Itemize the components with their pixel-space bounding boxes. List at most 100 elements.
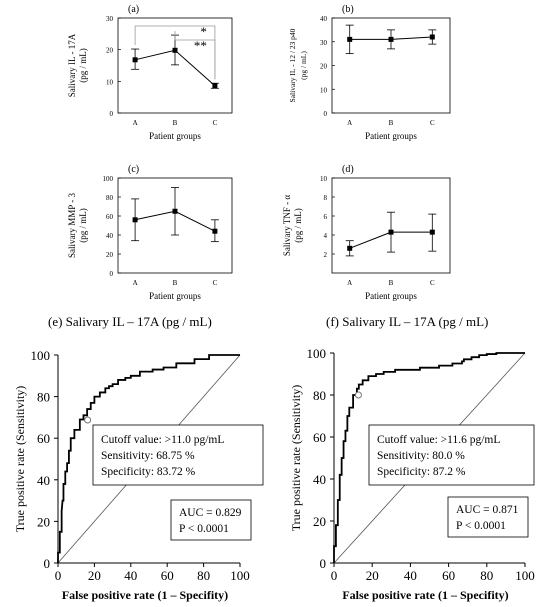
panel-a-ylabel-line: (pg / mL) bbox=[78, 48, 88, 83]
panel-a-xtick-label: A bbox=[133, 119, 138, 127]
roc-e-ylabel: True positive rate (Sensitivity) bbox=[13, 386, 27, 533]
panel-b-ytick-label: 40 bbox=[320, 15, 328, 23]
panel-b-ytick-label: 30 bbox=[320, 39, 328, 47]
roc-f-auc-text: AUC = 0.871 bbox=[456, 504, 519, 516]
panel-b-point bbox=[388, 36, 394, 42]
panel-b-ytick-label: 20 bbox=[320, 63, 328, 71]
roc-f-cutoff-point bbox=[354, 391, 362, 399]
panel-c-ytick-label: 40 bbox=[106, 232, 114, 240]
panel-d-point bbox=[347, 245, 353, 251]
panel-d-point bbox=[388, 229, 394, 235]
panel-a-xtick-label: B bbox=[173, 119, 178, 127]
roc-f-cutoff-box bbox=[368, 424, 535, 486]
panel-b-xlabel: Patient groups bbox=[365, 131, 417, 141]
roc-e-cutoff-point bbox=[84, 416, 92, 424]
panel-d-ylabel-line: (pg / mL) bbox=[293, 208, 303, 243]
panel-d-label: (d) bbox=[342, 164, 354, 175]
roc-f-ytick-label: 100 bbox=[307, 346, 327, 361]
roc-e-auc-text: AUC = 0.829 bbox=[179, 507, 242, 519]
panel-b-point bbox=[347, 36, 353, 42]
panel-d-ytick-label: 2 bbox=[324, 251, 328, 259]
panel-a-ytick-label: 30 bbox=[106, 15, 114, 23]
panel-b-ylabel-line: Salivary IL - 12 / 23 p40 bbox=[288, 28, 297, 102]
roc-e-xtick-label: 40 bbox=[124, 568, 137, 583]
panel-b-xtick-label: B bbox=[389, 119, 394, 127]
panel-c-ytick-label: 0 bbox=[110, 270, 114, 278]
panel-c-point bbox=[172, 208, 178, 214]
roc-f-xtick-label: 40 bbox=[404, 568, 417, 583]
panel-d-xlabel: Patient groups bbox=[365, 291, 417, 301]
panel-b-ytick-label: 10 bbox=[320, 86, 328, 94]
roc-f-ytick-label: 20 bbox=[313, 514, 326, 529]
panel-c-ytick-label: 80 bbox=[106, 194, 114, 202]
roc-e-cutoff-text: Sensitivity: 68.75 % bbox=[101, 450, 195, 462]
roc-e-title: (e) Salivary IL – 17A (pg / mL) bbox=[48, 314, 212, 329]
panel-d-ytick-label: 8 bbox=[324, 194, 328, 202]
panel-a-label: (a) bbox=[128, 4, 139, 15]
panel-c-ytick-label: 20 bbox=[106, 251, 114, 259]
roc-e-auc-box bbox=[170, 499, 252, 541]
panel-c-xlabel: Patient groups bbox=[149, 291, 201, 301]
panel-c-point bbox=[132, 217, 138, 223]
panel-d-ytick-label: 4 bbox=[324, 232, 328, 240]
roc-f-xtick-label: 100 bbox=[515, 568, 535, 583]
roc-f-auc-text: P < 0.0001 bbox=[456, 520, 506, 532]
panel-d-ylabel-line: Salivary TNF - α bbox=[282, 195, 292, 257]
panel-d-xtick-label: C bbox=[430, 279, 435, 287]
panel-a-point bbox=[172, 47, 178, 53]
panel-a-sig-label: ** bbox=[194, 38, 207, 53]
roc-e-xtick-label: 0 bbox=[55, 568, 62, 583]
panel-b-xtick-label: C bbox=[430, 119, 435, 127]
panel-a-point bbox=[212, 83, 218, 89]
panel-a-xtick-label: C bbox=[213, 119, 218, 127]
panel-c-ylabel-line: Salivary MMP - 3 bbox=[67, 193, 77, 258]
roc-f-xtick-label: 80 bbox=[480, 568, 493, 583]
panel-c-frame bbox=[117, 177, 233, 274]
panel-c-ytick-label: 60 bbox=[106, 213, 114, 221]
panel-a-ytick-label: 20 bbox=[106, 47, 114, 55]
roc-f-curve bbox=[333, 352, 525, 563]
roc-f-title: (f) Salivary IL – 17A (pg / mL) bbox=[326, 314, 489, 329]
panel-a-ytick-label: 10 bbox=[106, 78, 114, 86]
roc-f-ytick-label: 0 bbox=[320, 556, 327, 571]
panel-c-ytick-label: 100 bbox=[103, 175, 114, 183]
panel-c-ylabel-line: (pg / mL) bbox=[78, 208, 88, 243]
panel-b-point bbox=[429, 34, 435, 40]
panel-a-point bbox=[132, 57, 138, 63]
panel-a-ytick-label: 0 bbox=[110, 110, 114, 118]
roc-f-cutoff-text: Sensitivity: 80.0 % bbox=[377, 450, 465, 462]
roc-e-ytick-label: 40 bbox=[37, 473, 50, 488]
panel-b-xtick-label: A bbox=[347, 119, 352, 127]
roc-e-ytick-label: 20 bbox=[37, 514, 50, 529]
panel-a-sig-bracket bbox=[174, 31, 216, 80]
roc-e-cutoff-box bbox=[92, 424, 264, 486]
panel-d-point bbox=[429, 229, 435, 235]
panel-c-xtick-label: C bbox=[213, 279, 218, 287]
panel-a-sig-label: * bbox=[200, 24, 207, 39]
panel-c-xtick-label: B bbox=[173, 279, 178, 287]
roc-f-xlabel: False positive rate (1 – Specifity) bbox=[342, 588, 508, 602]
roc-e-xtick-label: 20 bbox=[88, 568, 101, 583]
roc-f-ytick-label: 40 bbox=[313, 472, 326, 487]
panel-d-xtick-label: B bbox=[389, 279, 394, 287]
roc-e-auc-text: P < 0.0001 bbox=[179, 523, 229, 535]
roc-e-curve bbox=[57, 354, 240, 563]
panel-c-label: (c) bbox=[128, 164, 139, 175]
roc-e-xlabel: False positive rate (1 – Specifity) bbox=[62, 588, 228, 602]
roc-f-cutoff-text: Cutoff value: >11.6 pg/mL bbox=[377, 434, 500, 446]
roc-f-ytick-label: 80 bbox=[313, 388, 326, 403]
panel-b-ylabel-line: (pg / mL) bbox=[299, 51, 308, 80]
roc-e-cutoff-text: Cutoff value: >11.0 pg/mL bbox=[101, 434, 224, 446]
panel-d-ytick-label: 6 bbox=[324, 213, 328, 221]
panel-a-xlabel: Patient groups bbox=[149, 131, 201, 141]
panel-b-ytick-label: 0 bbox=[324, 110, 328, 118]
roc-f-xtick-label: 60 bbox=[442, 568, 455, 583]
roc-e-ytick-label: 0 bbox=[44, 556, 51, 571]
panel-d-frame bbox=[331, 177, 451, 274]
roc-e-ytick-label: 60 bbox=[37, 431, 50, 446]
panel-a-frame bbox=[117, 17, 233, 114]
roc-e-xtick-label: 100 bbox=[230, 568, 250, 583]
roc-e-xtick-label: 60 bbox=[161, 568, 174, 583]
